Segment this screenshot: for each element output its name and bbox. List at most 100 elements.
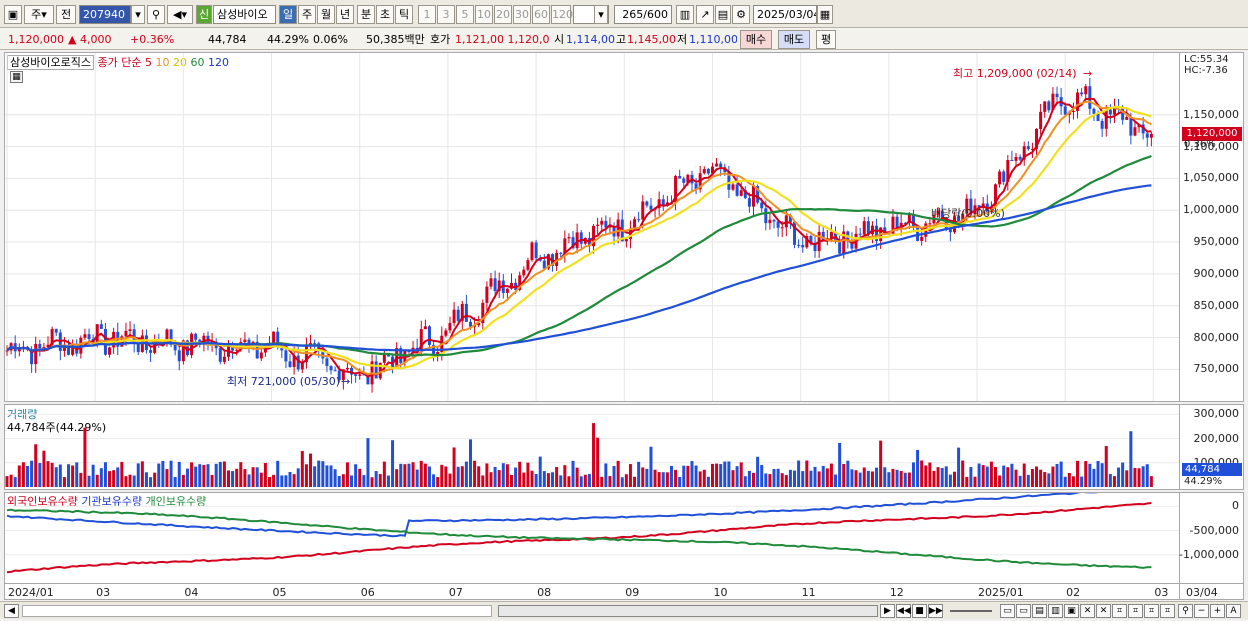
volume-bar [793,470,797,487]
zoom-in-icon[interactable]: + [1210,604,1225,618]
layout-icon-5[interactable]: ▣ [1064,604,1079,618]
volume-bar [817,471,821,487]
fast-forward-icon[interactable]: ▶▶ [928,604,943,618]
ma-line-20 [6,105,1152,370]
candle-body [994,184,998,207]
candle-body [961,213,965,222]
candle-body [969,198,973,215]
candle-body [1047,101,1051,111]
volume-bar [173,476,177,487]
candle-body [99,324,103,329]
stop-icon[interactable]: ■ [912,604,927,618]
candle-body [567,237,571,239]
volume-bar [702,469,706,487]
count-field[interactable]: 265/600 [614,5,672,24]
tool-icon-3[interactable]: ⌗ [1144,604,1159,618]
stock-code-input[interactable]: 207940 [79,5,131,24]
interval-30-button[interactable]: 30 [513,5,531,24]
chart-grid-icon[interactable]: ▦ [10,71,23,83]
volume-bar [1030,468,1034,487]
interval-3-button[interactable]: 3 [437,5,455,24]
volume-bar [1051,466,1055,487]
prev-button[interactable]: 전 [56,5,76,24]
volume-bar [358,468,362,487]
volume-bar [235,468,239,487]
candle-body [243,339,247,343]
layout-icon-2[interactable]: ▭ [1016,604,1031,618]
code-dropdown-icon[interactable]: ▾ [131,5,145,24]
scroll-left-icon[interactable]: ◀ [4,604,19,618]
interval-20-button[interactable]: 20 [494,5,512,24]
period-second-button[interactable]: 초 [376,5,394,24]
scroll-track[interactable] [22,605,492,617]
period-week-button[interactable]: 주 [298,5,316,24]
window-menu-icon[interactable]: ▣ [4,5,22,24]
interval-dropdown-icon[interactable]: ▾ [594,5,608,24]
tool-icon-1[interactable]: ⌗ [1112,604,1127,618]
candle-body [768,219,772,224]
candle-body [173,344,177,351]
period-select-label: 주 [31,8,42,21]
zoom-out-icon[interactable]: − [1194,604,1209,618]
volume-bar [83,427,87,487]
interval-5-button[interactable]: 5 [456,5,474,24]
speed-slider[interactable] [950,610,992,612]
volume-chart-svg [5,413,1179,487]
candle-body [374,361,378,379]
tool-icon-4[interactable]: ⌗ [1160,604,1175,618]
volume-pct: 44.29% [267,33,309,46]
tool-icon-2[interactable]: ⌗ [1128,604,1143,618]
volume-bar [259,472,263,487]
volume-bar [341,474,345,487]
scroll-thumb[interactable] [498,605,878,617]
volume-bar [825,468,829,487]
volume-bar [858,472,862,487]
candle-body [337,370,341,381]
ma-line-5 [6,97,1152,378]
auto-scale-icon[interactable]: A [1226,604,1241,618]
interval-1-button[interactable]: 1 [418,5,436,24]
price-chart-pane[interactable]: 삼성바이오로직스 종가 단순 5 10 20 60 120 ▦ 최고 1,209… [4,52,1180,402]
rewind-icon[interactable]: ◀◀ [896,604,911,618]
volume-bar [30,460,34,487]
interval-60-button[interactable]: 60 [532,5,550,24]
period-select[interactable]: 주▾ [24,5,54,24]
open-price: 1,114,00 [566,33,615,46]
holdings-chart-pane[interactable]: 외국인보유수량 기관보유수량 개인보유수량 [4,492,1180,584]
period-day-button[interactable]: 일 [279,5,297,24]
flat-button[interactable]: 평 [816,30,836,49]
period-minute-button[interactable]: 분 [357,5,375,24]
buy-button[interactable]: 매수 [740,30,772,49]
interval-120-button[interactable]: 120 [551,5,573,24]
save-icon[interactable]: ▤ [715,5,731,24]
price-change: 4,000 [80,33,112,46]
candle-body [1018,156,1022,160]
volume-bar [452,447,456,487]
date-input[interactable]: 2025/03/04 [753,5,817,24]
volume-bar [957,447,961,487]
layout-icon-3[interactable]: ▤ [1032,604,1047,618]
volume-bar [694,465,698,487]
chart-type-icon[interactable]: ▥ [676,5,694,24]
volume-chart-pane[interactable]: 거래량 44,784주(44.29%) [4,404,1180,490]
crosshair-icon[interactable]: ✕ [1080,604,1095,618]
period-month-button[interactable]: 월 [317,5,335,24]
draw-tool-icon[interactable]: ↗ [696,5,714,24]
layout-icon-4[interactable]: ▥ [1048,604,1063,618]
candle-body [706,169,710,174]
volume-bar [834,474,838,487]
calendar-icon[interactable]: ▦ [817,5,833,24]
sell-button[interactable]: 매도 [778,30,810,49]
high-price: 1,145,00 [627,33,676,46]
period-year-button[interactable]: 년 [336,5,354,24]
volume-bar [432,474,436,487]
speaker-icon[interactable]: ◀▾ [167,5,193,24]
settings-gear-icon[interactable]: ⚙ [732,5,750,24]
crosshair-icon-2[interactable]: ✕ [1096,604,1111,618]
scroll-right-icon[interactable]: ▶ [880,604,895,618]
zoom-search-icon[interactable]: ⚲ [1178,604,1193,618]
layout-icon-1[interactable]: ▭ [1000,604,1015,618]
period-tick-button[interactable]: 틱 [395,5,413,24]
interval-10-button[interactable]: 10 [475,5,493,24]
search-icon[interactable]: ⚲ [147,5,165,24]
